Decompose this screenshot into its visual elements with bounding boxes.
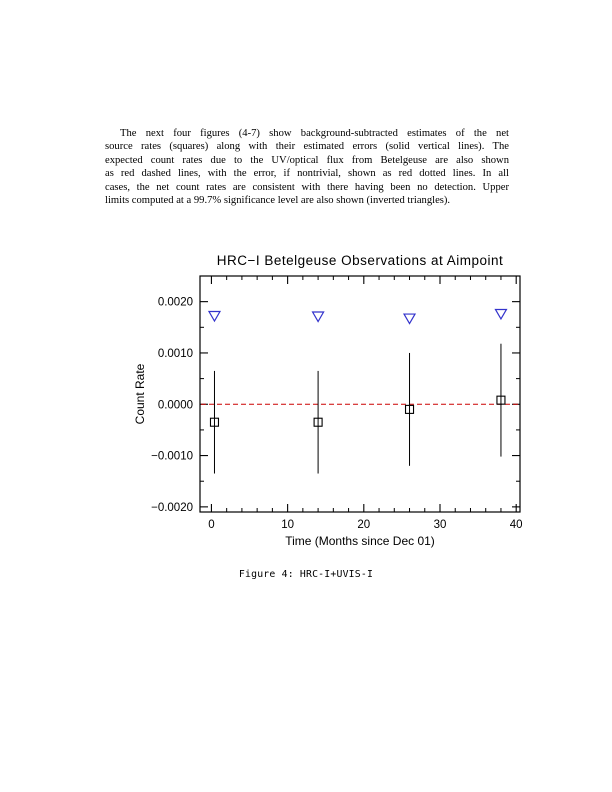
paragraph-line: cases, the net count rates are consisten… <box>105 181 509 193</box>
chart-title: HRC−I Betelgeuse Observations at Aimpoin… <box>217 253 504 268</box>
body-paragraph: The next four figures (4-7) show backgro… <box>105 127 509 207</box>
y-tick-label: 0.0010 <box>158 348 193 360</box>
net-rate-marker <box>313 417 323 427</box>
paragraph-line: limits computed at a 99.7% significance … <box>105 195 451 207</box>
figure-4: HRC−I Betelgeuse Observations at Aimpoin… <box>128 250 578 550</box>
paragraph-line: as red dashed lines, with the error, if … <box>105 168 509 180</box>
x-tick-label: 40 <box>510 519 523 531</box>
upper-limit-marker <box>494 308 508 321</box>
y-tick-label: −0.0020 <box>151 502 193 514</box>
figure-caption: Figure 4: HRC-I+UVIS-I <box>238 569 374 580</box>
upper-limit-marker <box>311 311 325 323</box>
x-tick-label: 10 <box>281 519 294 531</box>
plot-frame <box>199 275 521 513</box>
y-tick-label: 0.0000 <box>158 399 193 411</box>
figure-chart-svg: HRC−I Betelgeuse Observations at Aimpoin… <box>133 253 523 548</box>
y-tick-label: −0.0010 <box>151 451 193 463</box>
paragraph-line: expected count rates due to the UV/optic… <box>105 154 509 166</box>
x-axis-label: Time (Months since Dec 01) <box>285 534 435 548</box>
paragraph-line: source rates (squares) along with their … <box>105 141 509 153</box>
net-rate-marker <box>209 417 220 427</box>
net-rate-marker <box>496 395 506 405</box>
x-tick-label: 30 <box>434 519 447 531</box>
y-tick-label: 0.0020 <box>158 297 193 309</box>
x-tick-label: 0 <box>208 519 214 531</box>
net-rate-marker <box>404 404 415 414</box>
paragraph-line: The next four figures (4-7) show backgro… <box>120 128 509 139</box>
y-axis-label: Count Rate <box>133 363 147 424</box>
x-tick-label: 20 <box>357 519 370 531</box>
upper-limit-marker <box>402 313 417 325</box>
upper-limit-marker <box>207 310 222 323</box>
